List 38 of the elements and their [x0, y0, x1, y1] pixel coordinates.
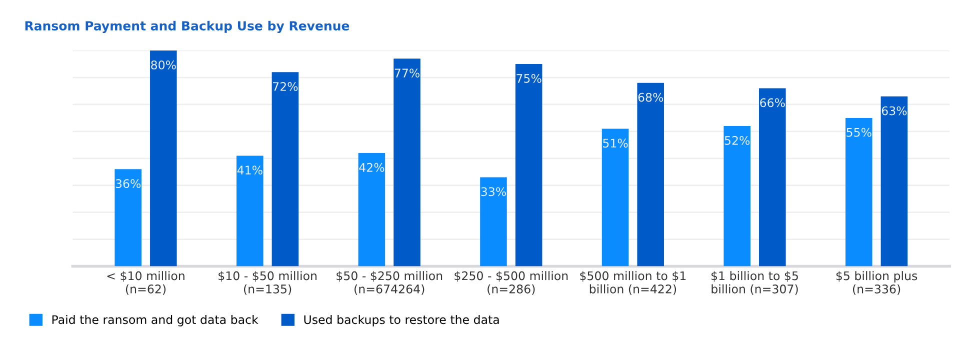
x-tick-label: $5 billion plus (n=336)	[836, 271, 918, 295]
data-label: 36%	[116, 179, 141, 188]
x-tick-label: $500 million to $1 billion (n=422)	[580, 271, 686, 295]
bar	[637, 82, 664, 266]
data-label: 51%	[603, 138, 628, 148]
chart-title: Ransom Payment and Backup Use by Revenue	[25, 20, 350, 34]
x-tick-label: $50 - $250 million (n=674264)	[336, 271, 442, 295]
bar	[394, 58, 420, 266]
data-label: 42%	[359, 162, 384, 172]
bar	[759, 88, 786, 266]
bar	[602, 128, 629, 266]
x-tick-label: $250 - $500 million (n=286)	[454, 271, 568, 295]
data-label: 52%	[724, 136, 750, 145]
data-label: 72%	[273, 82, 298, 91]
bar	[150, 50, 177, 266]
bar	[880, 96, 908, 266]
data-label: 66%	[760, 98, 785, 108]
bar	[724, 126, 750, 266]
data-label: 77%	[394, 68, 420, 78]
data-label: 63%	[882, 106, 907, 116]
x-tick-label: $1 billion to $5 billion (n=307)	[711, 271, 798, 295]
bar	[515, 64, 542, 266]
x-tick-label: < $10 million (n=62)	[107, 271, 184, 295]
data-label: 55%	[846, 128, 872, 137]
bar	[272, 72, 299, 266]
data-label: 68%	[638, 92, 664, 102]
legend-label: Used backups to restore the data	[304, 314, 499, 326]
bar	[480, 177, 507, 266]
x-tick-label: $10 - $50 million (n=135)	[218, 271, 317, 295]
bar	[845, 118, 872, 266]
data-label: 75%	[516, 74, 542, 83]
data-label: 33%	[481, 187, 506, 196]
bar	[358, 153, 386, 266]
data-label: 41%	[237, 166, 262, 175]
bar	[236, 156, 264, 266]
bar	[114, 169, 142, 266]
legend-label: Paid the ransom and got data back	[52, 314, 258, 326]
data-label: 80%	[151, 60, 176, 70]
